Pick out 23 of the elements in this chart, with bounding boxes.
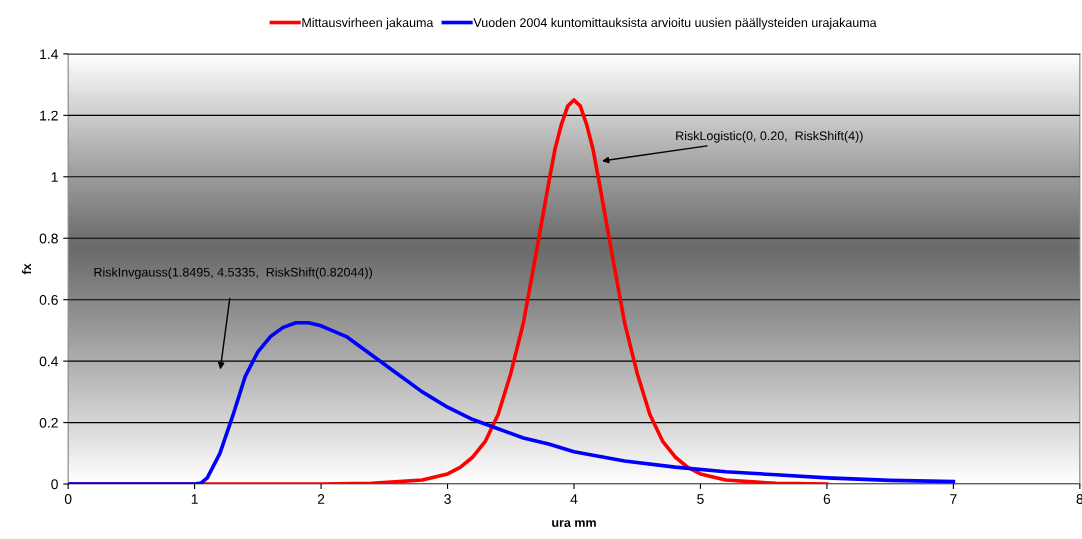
x-tick-label: 2 [317,494,325,504]
y-tick-label: 0.4 [39,356,59,367]
x-tick-label: 0 [64,494,72,504]
x-tick-label: 5 [697,494,704,504]
x-tick-label: 6 [823,494,831,504]
y-tick-label: 0 [51,479,58,490]
y-tick-label: 0.2 [39,417,58,428]
y-axis-title: fx [21,263,31,275]
x-tick-label: 4 [570,494,578,504]
legend-label: Vuoden 2004 kuntomittauksista arvioitu uusien päällysteiden urajakauma [473,17,877,30]
y-tick-label: 1 [51,172,58,182]
x-tick-label: 7 [950,494,957,504]
y-tick-label: 1.2 [40,110,58,121]
y-tick-label: 0.8 [39,233,58,244]
x-tick-label: 3 [444,494,451,504]
annotation: RiskLogistic(0, 0.20, RiskShift(4)) [676,131,863,143]
y-tick-label: 1.4 [40,49,59,59]
y-tick-label: 0.6 [39,295,58,305]
annotation: RiskInvgauss(1.8495, 4.5335, RiskShift(0.82044)) [94,267,372,280]
x-tick-label: 1 [191,494,198,504]
line-series [68,320,956,485]
x-axis-title: ura mm [552,520,596,527]
legend-label: Mittausvirheen jakauma [302,17,434,30]
